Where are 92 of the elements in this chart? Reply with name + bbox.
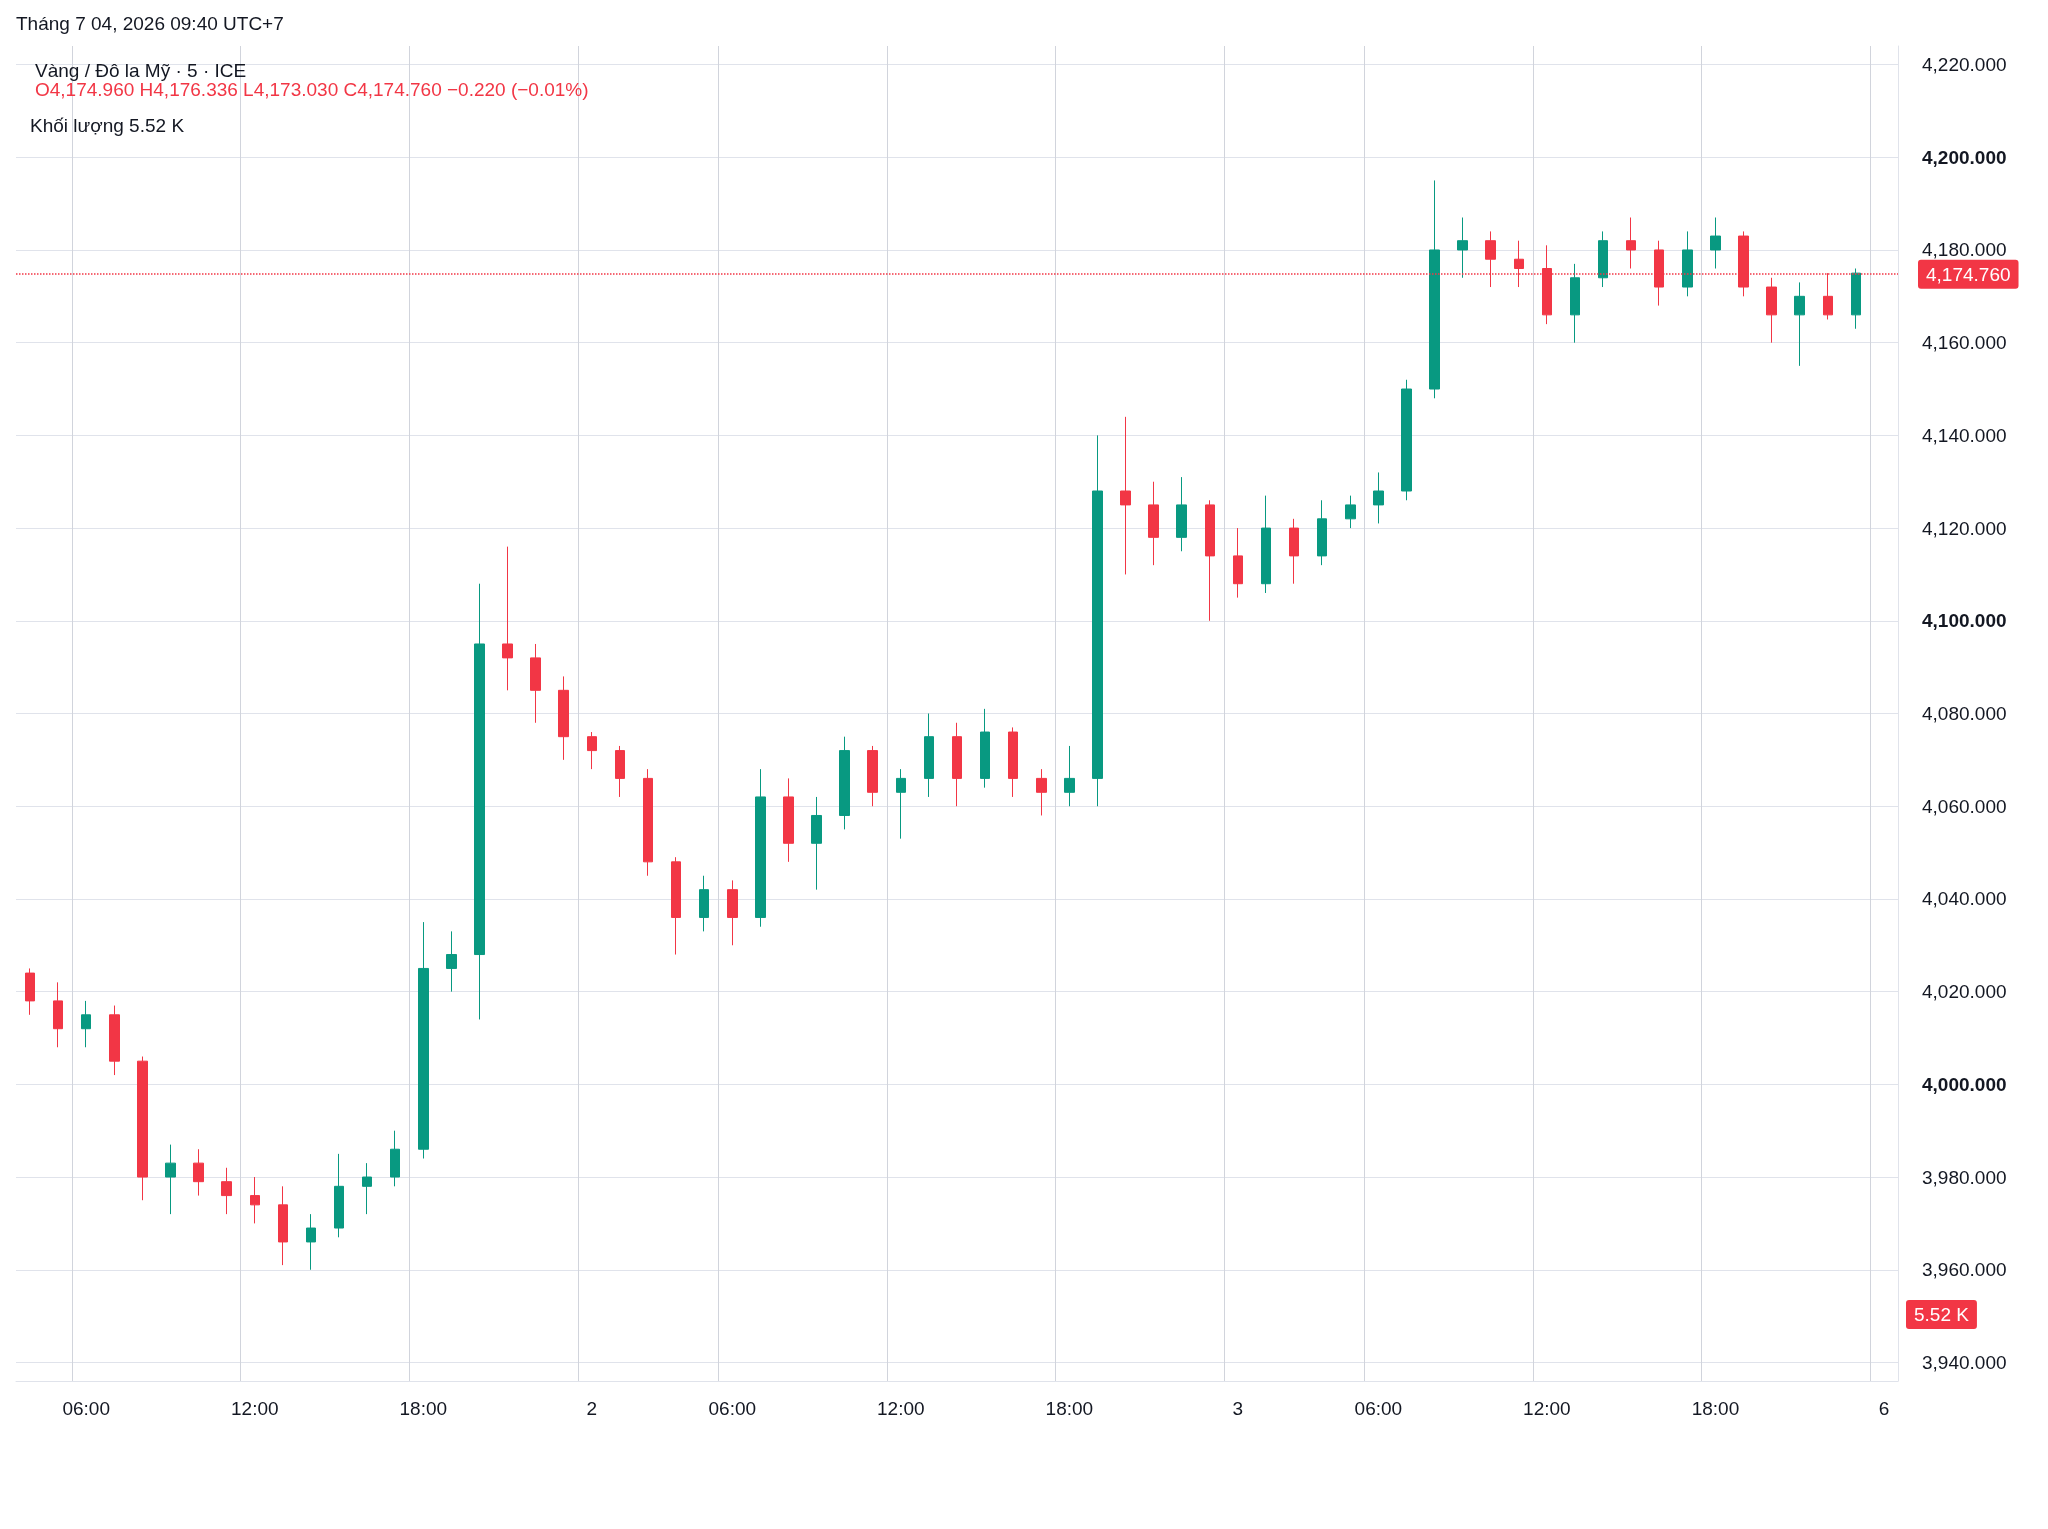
candlestick [1064,745,1075,807]
candlestick [390,1130,400,1187]
candlestick [109,1005,120,1076]
x-tick-label: 6 [1878,1398,1890,1419]
candlestick [952,722,962,807]
y-tick-label: 4,160.000 [1922,332,2007,354]
candlestick [1233,527,1243,599]
y-tick-label: 4,080.000 [1922,703,2007,724]
y-tick-label: 3,960.000 [1922,1259,2007,1281]
candlestick [1120,416,1131,575]
candlestick [811,796,822,891]
candlestick [1598,230,1608,288]
candlestick [1710,217,1721,269]
candlestick [1794,281,1805,367]
candlestick [558,675,569,761]
y-tick-label: 4,140.000 [1922,424,2007,446]
y-tick-label: 4,220.000 [1922,54,2007,76]
candlestick [1851,268,1861,330]
y-tick-label: 4,060.000 [1922,795,2007,817]
x-tick-label: 2 [586,1398,598,1419]
candlestick [1401,379,1412,501]
annotation: Khối lượng 5.52 K [30,115,185,136]
candlestick [1176,476,1187,552]
candlestick [867,745,878,807]
candlestick [587,731,597,770]
y-tick-label: 4,000.000 [1922,1073,2007,1095]
candlestick [81,1000,91,1048]
candlestick [193,1148,204,1197]
x-tick-label: 18:00 [399,1398,448,1419]
x-tick-label: 06:00 [708,1398,757,1419]
candlestick [980,708,990,789]
candlestick [502,546,513,691]
candlestick [671,856,681,956]
y-tick-label: 4,120.000 [1922,517,2007,539]
y-tick-label: 4,040.000 [1922,888,2007,910]
candlestick [334,1153,344,1238]
candlestick [474,583,485,1020]
candlestick [221,1167,232,1215]
candlestick [896,768,906,840]
y-tick-label: 3,980.000 [1922,1166,2007,1188]
x-tick-label: 12:00 [230,1398,279,1419]
candlestick [137,1056,148,1201]
candlestick [615,745,625,798]
candlestick [1092,434,1103,807]
candlestick [1036,768,1047,816]
candlestick [53,981,63,1048]
text: 5.52 K [1914,1304,1970,1325]
candlestick [278,1185,288,1266]
y-tick-label: 4,200.000 [1922,146,2007,168]
candlestick [727,879,738,946]
candlestick [755,768,766,928]
candlestick [25,967,35,1016]
candlestick [165,1144,176,1215]
candlestick [783,777,794,863]
x-tick-label: 12:00 [1523,1398,1571,1419]
x-tick-label: 18:00 [1045,1398,1094,1419]
candlestick [1148,481,1159,566]
candlestick [1457,217,1468,279]
text: Tháng 7 04, 2026 09:40 UTC+7 [16,13,284,34]
ref-line-label: 4,174.760 [1926,263,2011,285]
candlestick [1682,230,1693,297]
x-tick-label: 06:00 [62,1398,110,1419]
x-tick-label: 12:00 [877,1398,925,1419]
candlestick [1345,495,1356,529]
candlestick [1205,499,1215,622]
y-tick-label: 3,940.000 [1922,1351,2007,1373]
candlestick [362,1162,372,1215]
text: Vàng / Đô la Mỹ · 5 · ICE [35,60,247,81]
candlestick [1373,471,1384,524]
candlestick [1626,217,1636,269]
candlestick [418,921,429,1159]
candlestick [306,1213,316,1271]
candlestick [446,930,457,993]
candlestick [530,643,541,724]
candlestick [924,713,934,798]
candlestick [1570,263,1580,344]
candlestick [1008,726,1018,798]
candlestick [1317,499,1327,566]
candlestick [1261,495,1271,594]
candlestick [643,768,653,877]
x-tick-label: 3 [1232,1398,1244,1419]
y-tick-label: 4,020.000 [1922,981,2007,1003]
candlestick [839,736,850,830]
candlestick [1289,518,1299,585]
candlestick [250,1176,260,1224]
y-tick-label: 4,100.000 [1922,610,2007,632]
x-tick-label: 18:00 [1691,1398,1740,1419]
candlestick [1429,179,1440,399]
x-tick-label: 06:00 [1354,1398,1403,1419]
candlestick [1766,277,1777,344]
y-tick-label: 4,180.000 [1922,239,2007,261]
candlestick [699,875,709,932]
